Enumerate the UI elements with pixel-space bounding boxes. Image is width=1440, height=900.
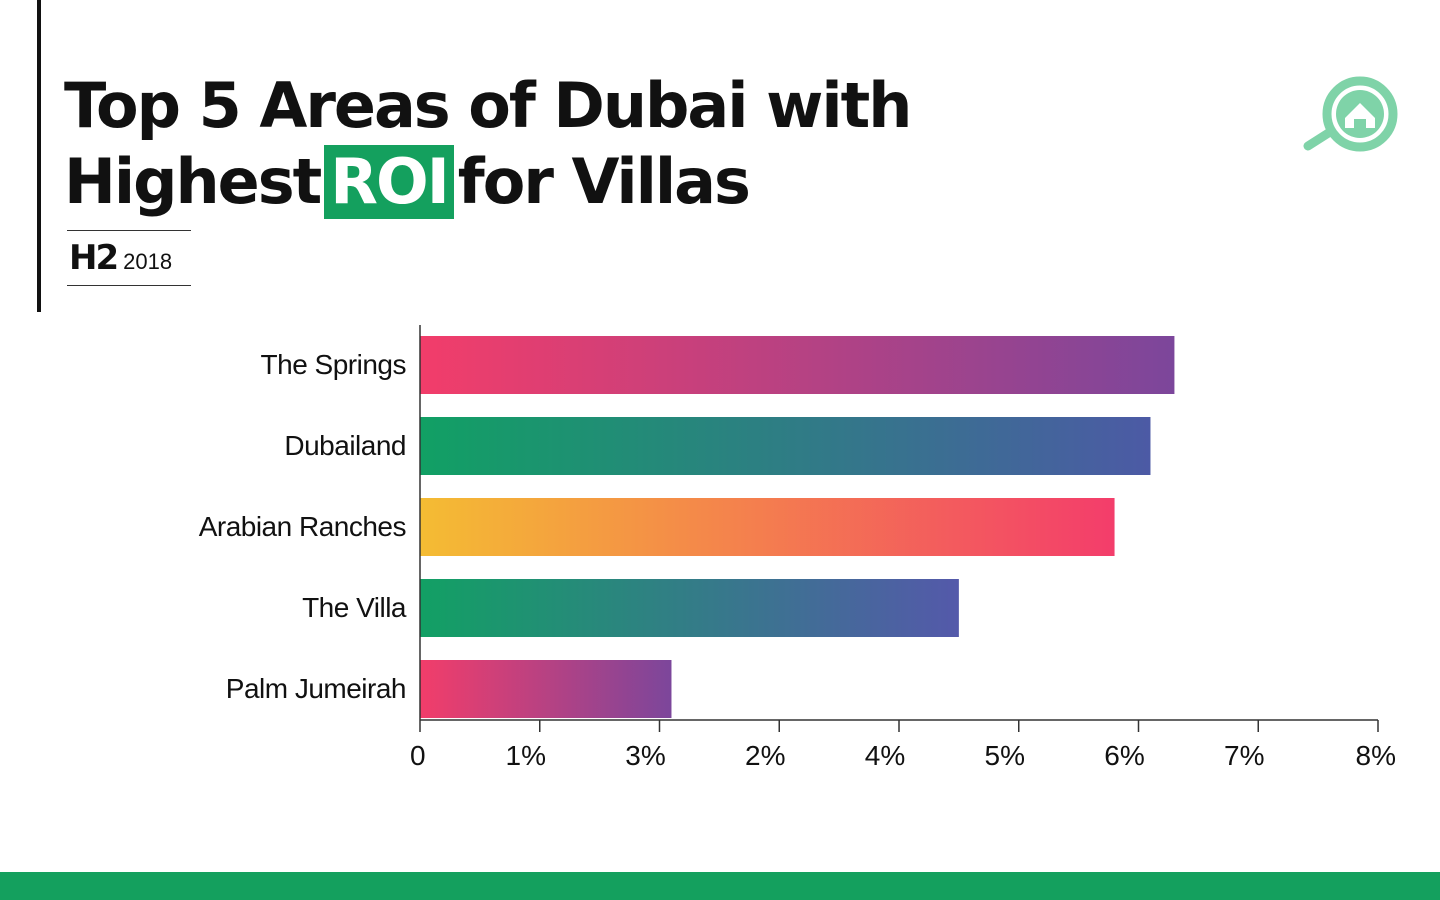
x-tick-label: 2% bbox=[745, 740, 785, 771]
category-label: The Springs bbox=[261, 349, 406, 380]
x-tick-label: 4% bbox=[865, 740, 905, 771]
title-line-2: Highest ROI for Villas bbox=[64, 144, 910, 220]
x-tick-label: 0 bbox=[410, 740, 426, 771]
bar-arabian-ranches bbox=[420, 498, 1115, 556]
x-tick-label: 1% bbox=[506, 740, 546, 771]
bar-the-villa bbox=[420, 579, 959, 637]
category-label: Arabian Ranches bbox=[199, 511, 406, 542]
period-label: H2 2018 bbox=[67, 230, 191, 286]
bar-dubailand bbox=[420, 417, 1151, 475]
x-tick-label: 6% bbox=[1104, 740, 1144, 771]
category-labels-layer: The Springs Dubailand Arabian Ranches The V… bbox=[199, 349, 408, 704]
category-label: Dubailand bbox=[284, 430, 406, 461]
left-accent-rule bbox=[37, 0, 41, 312]
x-tick-label: 3% bbox=[625, 740, 665, 771]
footer-bar bbox=[0, 872, 1440, 900]
page-title: Top 5 Areas of Dubai with Highest ROI for … bbox=[64, 68, 912, 220]
bar-palm-jumeirah bbox=[420, 660, 672, 718]
magnifier-house-icon bbox=[1303, 76, 1398, 152]
title-after-highlight: for Villas bbox=[457, 145, 751, 218]
bar-the-springs bbox=[420, 336, 1175, 394]
x-axis: 0 1% 3% 2% 4% 5% 6% 7% 8% bbox=[410, 325, 1396, 771]
title-line-1: Top 5 Areas of Dubai with bbox=[64, 69, 912, 142]
period-half: H2 bbox=[69, 238, 119, 278]
bars-layer bbox=[420, 336, 1175, 718]
category-label: The Villa bbox=[302, 592, 407, 623]
x-tick-label: 8% bbox=[1356, 740, 1396, 771]
category-label: Palm Jumeirah bbox=[226, 673, 406, 704]
x-tick-label: 5% bbox=[985, 740, 1025, 771]
title-highlight-roi: ROI bbox=[324, 145, 454, 219]
period-year: 2018 bbox=[123, 249, 173, 274]
title-before-highlight: Highest bbox=[64, 145, 322, 218]
x-tick-label: 7% bbox=[1224, 740, 1264, 771]
